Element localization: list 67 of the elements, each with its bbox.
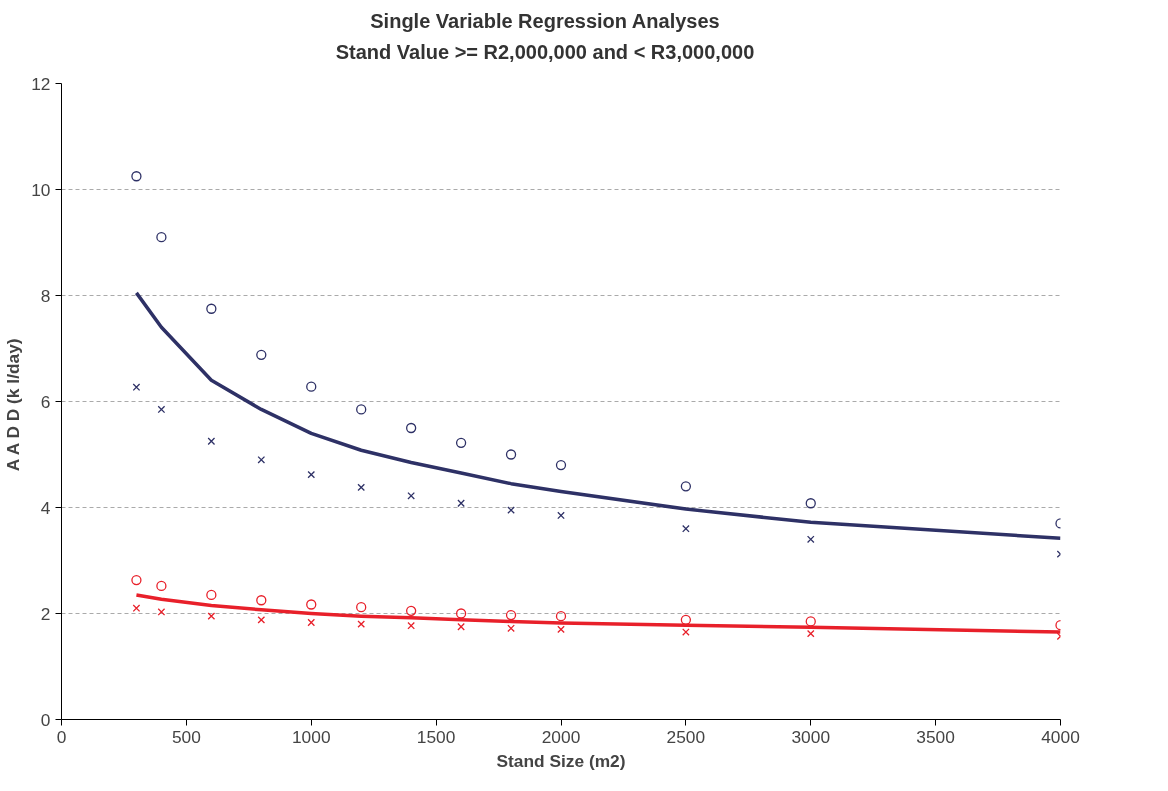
point: [207, 612, 216, 621]
x-tick-label: 1500: [416, 726, 456, 747]
point: [206, 589, 217, 601]
point: [256, 595, 267, 606]
point: [555, 611, 567, 622]
point: [207, 437, 216, 446]
x-tick-label: 4000: [1041, 726, 1080, 747]
point: [457, 623, 465, 631]
point: [682, 628, 690, 637]
x-axis-title: Stand Size (m2): [496, 750, 626, 771]
x-tick-label: 0: [56, 726, 67, 747]
point: [406, 422, 417, 434]
point: [407, 621, 415, 630]
x-tick-label: 3000: [791, 726, 831, 747]
point: [455, 608, 467, 619]
point: [507, 624, 515, 633]
y-tick-label: 0: [40, 709, 51, 730]
point: [357, 620, 366, 629]
point: [307, 470, 316, 479]
point: [157, 405, 166, 414]
x-tick-label: 3500: [916, 726, 955, 747]
point: [356, 404, 367, 415]
x-tick-label: 2000: [541, 726, 581, 747]
point: [806, 629, 815, 638]
point: [805, 616, 816, 627]
point: [357, 483, 366, 492]
point: [407, 492, 415, 500]
point: [682, 524, 690, 533]
point: [131, 575, 142, 586]
point: [206, 303, 217, 315]
point: [157, 608, 166, 616]
point: [455, 437, 467, 449]
line-series: [134, 291, 1061, 541]
y-tick-label: 6: [40, 391, 51, 412]
y-tick-label: 4: [40, 497, 51, 518]
point: [505, 449, 517, 460]
point: [156, 232, 167, 243]
y-tick-label: 2: [40, 603, 51, 624]
y-tick-label: 10: [31, 179, 51, 200]
point: [806, 535, 815, 544]
point: [680, 481, 692, 492]
point: [257, 616, 266, 624]
point: [557, 511, 565, 520]
x-tick-label: 2500: [666, 726, 706, 747]
point: [356, 602, 367, 613]
y-tick-label: 12: [31, 73, 51, 94]
point: [306, 599, 317, 610]
point: [132, 383, 141, 392]
point: [555, 460, 567, 471]
point: [505, 610, 517, 621]
point: [307, 618, 316, 627]
point: [805, 498, 816, 509]
x-tick-label: 500: [171, 726, 201, 747]
point: [507, 506, 515, 515]
point: [557, 625, 565, 634]
x-tick-label: 1000: [291, 726, 331, 747]
y-axis-title: A A D D (k l/day): [3, 338, 24, 472]
point: [457, 499, 465, 508]
point: [257, 456, 266, 464]
chart-title: Single Variable Regression Analyses Stand Value >= R2,000,000 and < R3,000,000: [335, 9, 755, 65]
point: [256, 349, 267, 361]
point: [306, 381, 317, 392]
point: [156, 580, 167, 592]
point: [406, 605, 417, 617]
point: [132, 604, 141, 613]
y-tick-label: 8: [40, 285, 51, 306]
point: [131, 171, 142, 182]
